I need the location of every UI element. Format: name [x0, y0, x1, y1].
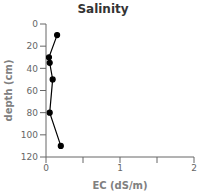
svg-text:0: 0: [32, 19, 38, 29]
svg-text:0: 0: [43, 163, 49, 173]
svg-text:depth (cm): depth (cm): [3, 60, 14, 122]
svg-text:100: 100: [21, 130, 38, 140]
svg-text:40: 40: [27, 64, 39, 74]
svg-text:80: 80: [27, 108, 39, 118]
html-text:Salinity: Salinity: [77, 2, 129, 16]
svg-text:2: 2: [191, 163, 197, 173]
svg-text:60: 60: [27, 86, 39, 96]
svg-text:20: 20: [27, 41, 39, 51]
svg-text:120: 120: [21, 152, 38, 162]
svg-text:1: 1: [117, 163, 123, 173]
svg-text:EC (dS/m): EC (dS/m): [92, 180, 147, 191]
